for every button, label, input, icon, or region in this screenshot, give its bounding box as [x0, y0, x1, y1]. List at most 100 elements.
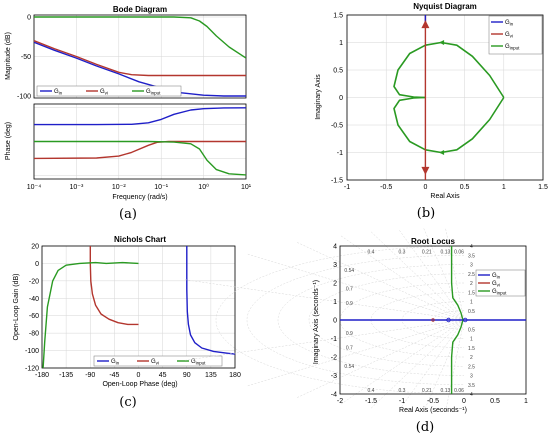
frequency-label: 3.5	[468, 253, 475, 259]
nichols-legend: Gin Gvi Ginput	[93, 355, 223, 367]
bode-phase-lines	[34, 107, 246, 176]
legend-entry-sub: input	[196, 361, 207, 366]
frequency-label: 2	[470, 281, 473, 287]
root-locus-y-tick: -1	[331, 336, 337, 343]
nichols-y-tick: -20	[29, 278, 39, 285]
damping-label: 0.21	[422, 388, 432, 394]
caption-c: (c)	[119, 395, 136, 410]
frequency-label: 1	[470, 337, 473, 343]
legend-entry: Gin	[111, 359, 120, 366]
bode-magnitude-frame	[33, 14, 247, 99]
nyquist-x-tick: 1	[502, 184, 506, 191]
root-locus-y-tick: 0	[333, 318, 337, 325]
frequency-label: 3	[470, 374, 473, 380]
damping-ray	[398, 229, 465, 321]
damping-label: 0.06	[454, 249, 464, 255]
legend-entry: Gin	[492, 273, 501, 280]
legend-entry-sub: input	[151, 91, 162, 96]
nichols-y-tick: 0	[35, 261, 39, 268]
bode-magnitude-ylabel: Magnitude (dB)	[5, 32, 12, 80]
nyquist-series-g_input	[393, 41, 505, 99]
legend-entry: Gvi	[505, 32, 513, 39]
panel-c-nichols: Nichols Chart -180 -135 -90 -45 0 45 90 135 180 2…	[13, 235, 241, 410]
nichols-frame	[41, 245, 236, 369]
root-locus-x-tick: 0.5	[490, 398, 500, 405]
nyquist-y-tick: -0.5	[331, 123, 343, 130]
nyquist-ylabel: Imaginary Axis	[315, 74, 322, 120]
legend-entry-base: G	[191, 359, 196, 365]
root-locus-ylabel: Imaginary Axis (seconds⁻¹)	[313, 280, 320, 364]
nyquist-y-tick: 1.5	[333, 13, 343, 20]
damping-label: 0.54	[344, 364, 354, 370]
frequency-label: 3.5	[468, 383, 475, 389]
legend-entry-base: G	[505, 32, 510, 38]
nyquist-x-tick: 0	[423, 184, 427, 191]
damping-label: 0.7	[346, 346, 353, 352]
nyquist-curve-arrow	[439, 40, 445, 45]
nyquist-curve-arrow	[439, 150, 445, 155]
legend-entry-sub: vi	[510, 34, 513, 39]
legend-entry: Ginput	[191, 359, 206, 366]
damping-ray	[445, 227, 465, 321]
nyquist-y-tick: -1.5	[331, 178, 343, 185]
legend-entry-base: G	[492, 273, 497, 279]
damping-label: 0.9	[346, 301, 353, 307]
legend-entry: Ginput	[505, 44, 520, 51]
root-locus-y-tick: 1	[333, 299, 337, 306]
legend-entry-base: G	[492, 281, 497, 287]
legend-entry-base: G	[492, 289, 497, 295]
frequency-label: 2	[470, 355, 473, 361]
damping-label: 0.3	[399, 249, 406, 255]
root-locus-x-tick: 1	[524, 398, 528, 405]
legend-entry: Gvi	[151, 359, 159, 366]
bode-x-tick: 10⁻²	[112, 184, 126, 191]
bode-x-tick: 10⁻⁴	[27, 184, 42, 191]
nichols-series-g_in	[186, 246, 235, 355]
bode-phase-series-g_input	[34, 140, 246, 176]
frequency-label: 4	[470, 244, 473, 250]
bode-grid	[33, 15, 247, 179]
nyquist-ticks: -1 -0.5 0 0.5 1 1.51.510.50-0.5-1-1.5	[331, 13, 548, 192]
frequency-arc	[277, 264, 465, 376]
nyquist-direction-marker	[421, 166, 430, 175]
bode-x-tick: 10⁰	[198, 183, 209, 191]
nichols-x-tick: 135	[205, 372, 217, 379]
damping-label: 0.4	[368, 388, 375, 394]
root-locus-series-g_input	[450, 320, 464, 394]
root-locus-zero	[463, 317, 468, 323]
bode-phase-ylabel: Phase (deg)	[5, 122, 12, 160]
frequency-arc	[339, 282, 465, 358]
bode-magnitude-series-g_input	[34, 16, 246, 59]
nichols-ylabel: Open-Loop Gain (dB)	[13, 274, 20, 341]
bode-legend: Gin Gvi Ginput	[36, 85, 182, 97]
damping-label: 0.54	[344, 268, 354, 274]
legend-entry-sub: input	[510, 46, 521, 51]
bode-x-tick: 10⁻³	[69, 184, 83, 191]
root-locus-series-g_input	[450, 246, 464, 320]
frequency-label: 1.5	[468, 346, 475, 352]
legend-entry-sub: vi	[497, 283, 500, 288]
legend-entry-base: G	[54, 89, 59, 95]
nyquist-legend: Gin Gvi Ginput	[488, 15, 543, 55]
root-locus-title: Root Locus	[411, 237, 456, 246]
legend-entry-sub: in	[497, 275, 501, 280]
nichols-series-g_input	[42, 261, 139, 368]
bode-xlabel: Frequency (rad/s)	[112, 194, 167, 201]
damping-label: 0.21	[422, 249, 432, 255]
legend-entry-base: G	[111, 359, 116, 365]
frequency-label: 2.5	[468, 364, 475, 370]
frequency-label: 1.5	[468, 290, 475, 296]
bode-magnitude-tick: -50	[21, 54, 31, 61]
frequency-label: 0.5	[468, 309, 475, 315]
bode-magnitude-tick: 0	[27, 15, 31, 22]
nichols-x-tick: -180	[35, 372, 49, 379]
bode-magnitude-series-g_in	[34, 41, 246, 97]
root-locus-x-tick: -2	[337, 398, 343, 405]
nichols-x-tick: 90	[183, 372, 191, 379]
root-locus-x-tick: -1	[399, 398, 405, 405]
nichols-x-tick: -135	[59, 372, 73, 379]
legend-entry-sub: in	[116, 361, 120, 366]
legend-entry-sub: in	[510, 22, 514, 27]
nyquist-y-tick: 1	[339, 40, 343, 47]
